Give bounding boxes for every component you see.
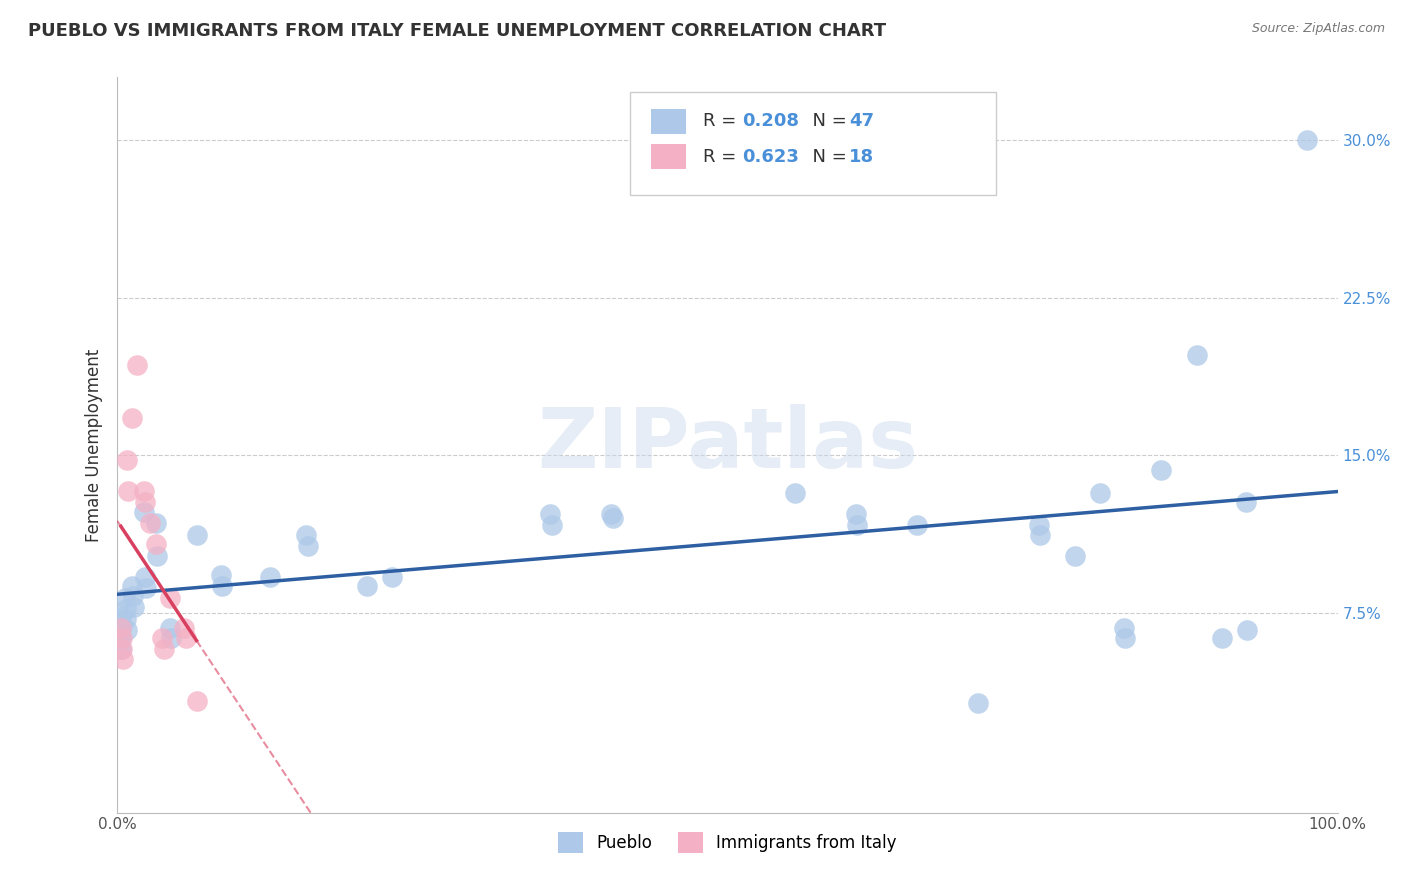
Point (145, 537, 167, 551)
Text: 47: 47 (849, 112, 875, 130)
Point (145, 516, 167, 530)
Point (111, 631, 134, 645)
Point (110, 621, 132, 635)
Point (139, 516, 162, 530)
Point (110, 610, 132, 624)
Point (152, 641, 174, 656)
Point (135, 581, 157, 595)
Text: PUEBLO VS IMMIGRANTS FROM ITALY FEMALE UNEMPLOYMENT CORRELATION CHART: PUEBLO VS IMMIGRANTS FROM ITALY FEMALE U… (28, 22, 886, 40)
Point (783, 486, 806, 500)
Point (381, 570, 404, 584)
Point (132, 484, 155, 499)
Text: R =: R = (703, 148, 742, 166)
Point (1211, 631, 1233, 645)
Point (966, 696, 988, 710)
Point (112, 652, 135, 666)
Text: 0.623: 0.623 (742, 148, 799, 166)
Point (159, 591, 181, 606)
Text: 0.208: 0.208 (742, 112, 799, 130)
Point (1296, 133, 1319, 147)
Point (132, 505, 155, 519)
Point (600, 508, 623, 522)
Point (538, 508, 561, 522)
Point (146, 549, 169, 564)
Point (1112, 621, 1135, 635)
Point (845, 508, 868, 522)
Point (540, 517, 562, 532)
Point (150, 631, 173, 645)
Point (1150, 463, 1173, 477)
Point (121, 410, 143, 425)
Point (602, 511, 624, 525)
Text: ZIPatlas: ZIPatlas (537, 404, 918, 485)
Point (121, 579, 143, 593)
Point (1064, 549, 1087, 564)
Point (1187, 348, 1209, 362)
Point (115, 623, 138, 637)
Point (356, 579, 378, 593)
Text: N =: N = (801, 148, 853, 166)
Point (259, 570, 281, 584)
Point (211, 579, 233, 593)
Point (1028, 517, 1050, 532)
Point (110, 641, 132, 656)
Y-axis label: Female Unemployment: Female Unemployment (86, 349, 103, 541)
Point (186, 694, 208, 708)
Point (905, 517, 928, 532)
Point (110, 621, 132, 635)
Point (124, 599, 146, 614)
Point (114, 591, 136, 606)
Text: R =: R = (703, 112, 742, 130)
Point (845, 517, 868, 532)
Point (117, 484, 139, 499)
Point (174, 631, 197, 645)
Point (1088, 486, 1111, 500)
Legend: Pueblo, Immigrants from Italy: Pueblo, Immigrants from Italy (551, 826, 903, 859)
Point (1236, 623, 1258, 637)
Point (134, 494, 156, 508)
Point (209, 568, 232, 582)
Text: Source: ZipAtlas.com: Source: ZipAtlas.com (1251, 22, 1385, 36)
Point (1114, 631, 1136, 645)
Point (114, 612, 136, 626)
Text: 18: 18 (849, 148, 875, 166)
Point (122, 589, 145, 603)
Point (1029, 528, 1052, 542)
Text: N =: N = (801, 112, 853, 130)
Point (297, 539, 319, 553)
Point (114, 602, 136, 616)
Point (134, 570, 156, 584)
Point (1234, 494, 1257, 508)
Point (173, 621, 195, 635)
Point (295, 528, 318, 542)
Point (111, 641, 134, 656)
Point (115, 452, 138, 467)
Point (159, 621, 181, 635)
Point (160, 631, 183, 645)
Point (110, 631, 132, 645)
Point (186, 528, 208, 542)
Point (125, 358, 148, 372)
